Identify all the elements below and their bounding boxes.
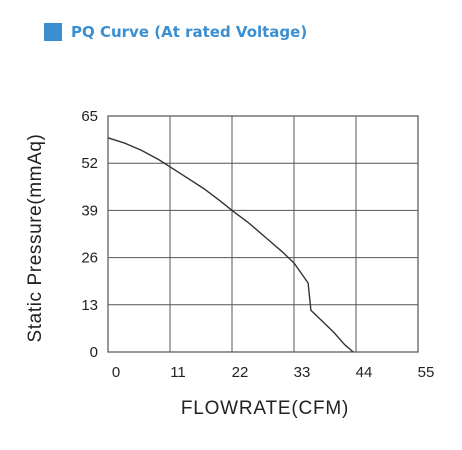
grid [107, 115, 419, 353]
pq-curve-line [107, 137, 354, 353]
y-tick-label: 0 [90, 344, 98, 361]
y-tick-label: 26 [81, 250, 98, 267]
x-tick-label: 55 [418, 364, 435, 381]
x-tick-label: 33 [294, 364, 311, 381]
x-tick-label: 11 [170, 364, 186, 381]
y-tick-label: 13 [81, 297, 98, 314]
plot-frame [107, 115, 419, 353]
square-marker-icon [44, 23, 62, 41]
y-tick-label: 39 [81, 202, 98, 219]
tick-labels: 0 11 22 33 44 55 65 52 39 26 13 0 [81, 108, 434, 381]
x-tick-label: 0 [112, 364, 120, 381]
y-tick-label: 52 [81, 155, 98, 172]
chart-header: PQ Curve (At rated Voltage) [44, 21, 307, 43]
x-axis-title: FLOWRATE(CFM) [180, 398, 350, 419]
chart-heading: PQ Curve (At rated Voltage) [71, 23, 308, 41]
x-tick-label: 44 [356, 364, 373, 381]
y-axis-title: Static Pressure(mmAq) [25, 133, 46, 343]
y-tick-label: 65 [81, 108, 98, 125]
series-layer [107, 137, 354, 353]
x-tick-label: 22 [232, 364, 249, 381]
